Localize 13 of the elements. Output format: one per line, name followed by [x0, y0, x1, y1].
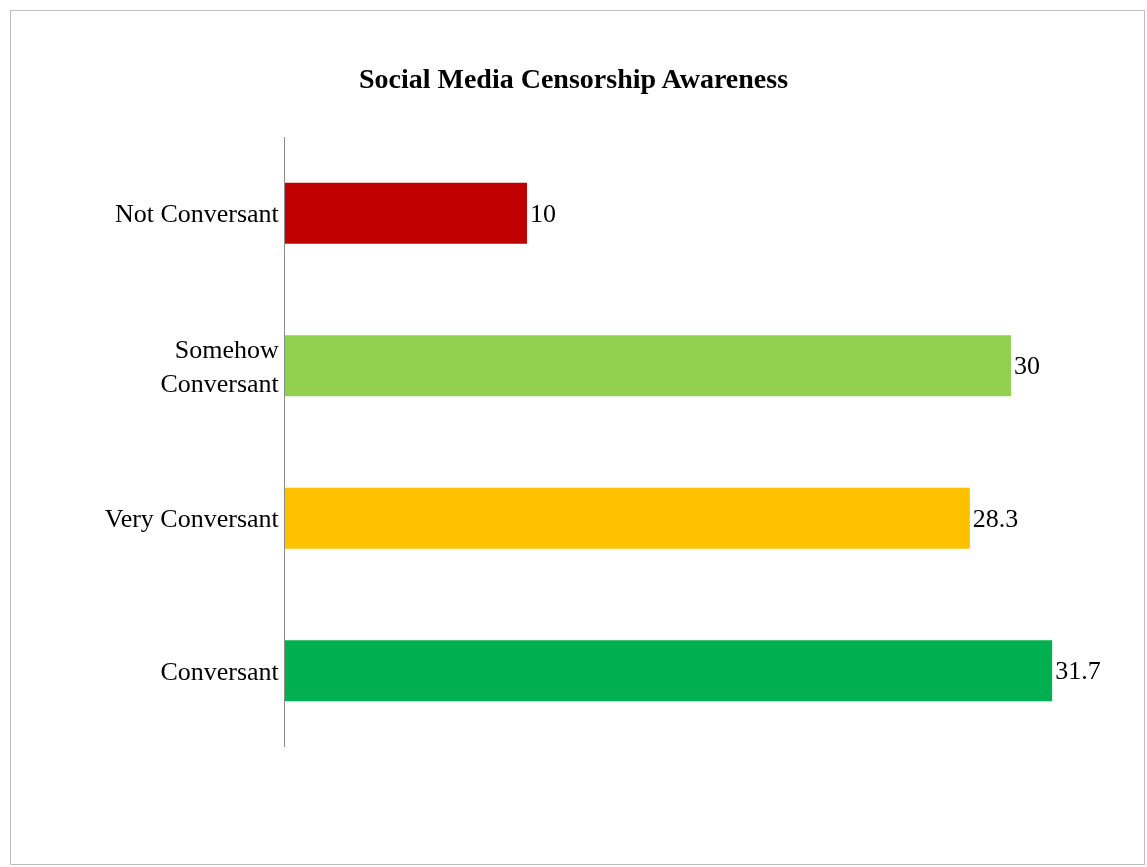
- data-label: 28.3: [972, 503, 1019, 533]
- data-label: 30: [1014, 351, 1040, 381]
- bar: [285, 335, 1011, 397]
- y-tick-label: Very Conversant: [104, 504, 280, 534]
- bar: [285, 640, 1053, 702]
- chart-title: Social Media Censorship Awareness: [358, 62, 789, 94]
- y-tick-label: Somehow Conversant: [160, 334, 280, 398]
- data-label: 31.7: [1055, 656, 1101, 686]
- data-label: 10: [530, 198, 556, 228]
- y-tick-label: Conversant: [160, 656, 280, 686]
- bar: [285, 487, 970, 549]
- y-tick-label: Not Conversant: [114, 199, 280, 229]
- bar: [285, 182, 527, 244]
